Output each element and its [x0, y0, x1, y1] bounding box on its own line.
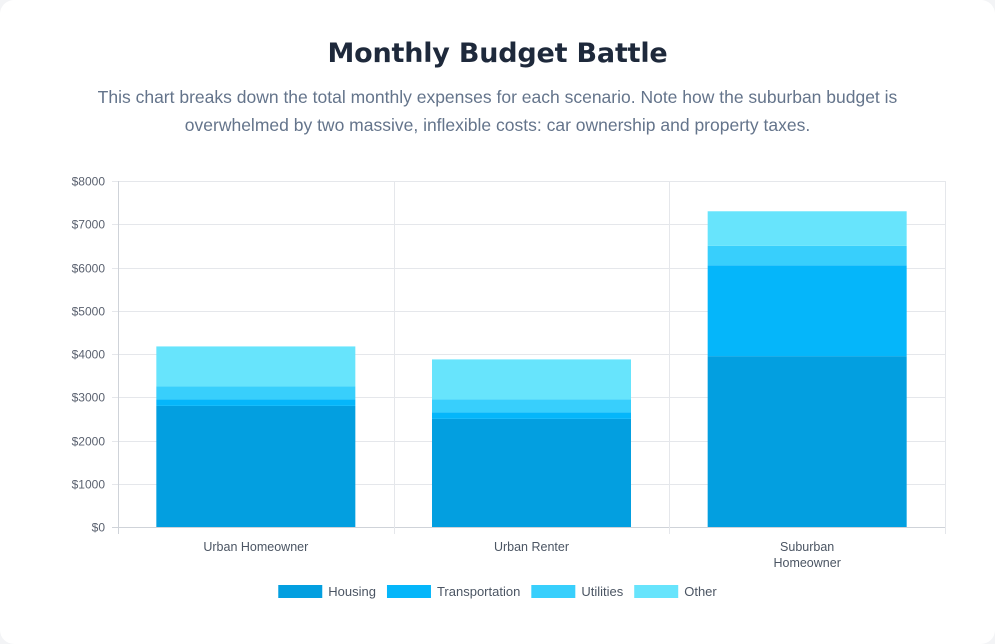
y-tick-label: $2000: [72, 435, 106, 449]
x-category-label: Suburban: [780, 540, 834, 554]
legend-label: Utilities: [581, 584, 623, 599]
bar-segment-housing: [707, 356, 907, 527]
bar-segment-transportation: [156, 399, 356, 406]
legend-label: Other: [684, 584, 717, 599]
x-category-label: Urban Homeowner: [203, 540, 308, 554]
y-tick-label: $3000: [72, 391, 106, 405]
bar-segment-transportation: [707, 265, 907, 357]
bar-segment-utilities: [156, 386, 356, 400]
y-tick-label: $6000: [72, 262, 106, 276]
y-tick-label: $8000: [72, 175, 106, 189]
chart-title: Monthly Budget Battle: [327, 38, 668, 69]
y-tick-label: $5000: [72, 305, 106, 319]
legend-label: Housing: [328, 584, 376, 599]
y-tick-label: $4000: [72, 348, 106, 362]
legend-swatch-utilities: [531, 585, 576, 598]
bar-segment-utilities: [432, 399, 631, 413]
y-tick-label: $7000: [72, 218, 106, 232]
bar-segment-other: [432, 359, 631, 400]
legend-label: Transportation: [437, 584, 520, 599]
chart-subtitle: This chart breaks down the total monthly…: [97, 87, 898, 135]
bar-segment-other: [707, 211, 907, 246]
x-category-label: Homeowner: [773, 556, 840, 570]
legend-swatch-housing: [278, 585, 323, 598]
y-tick-label: $1000: [72, 478, 106, 492]
bar-segment-transportation: [432, 412, 631, 419]
bar-segment-other: [156, 346, 356, 387]
legend-swatch-other: [634, 585, 679, 598]
bar-segment-utilities: [707, 245, 907, 266]
bar-segment-housing: [432, 418, 631, 527]
bar-segment-housing: [156, 405, 356, 527]
x-category-label: Urban Renter: [494, 540, 569, 554]
legend-swatch-transportation: [386, 585, 431, 598]
y-tick-label: $0: [92, 521, 106, 535]
